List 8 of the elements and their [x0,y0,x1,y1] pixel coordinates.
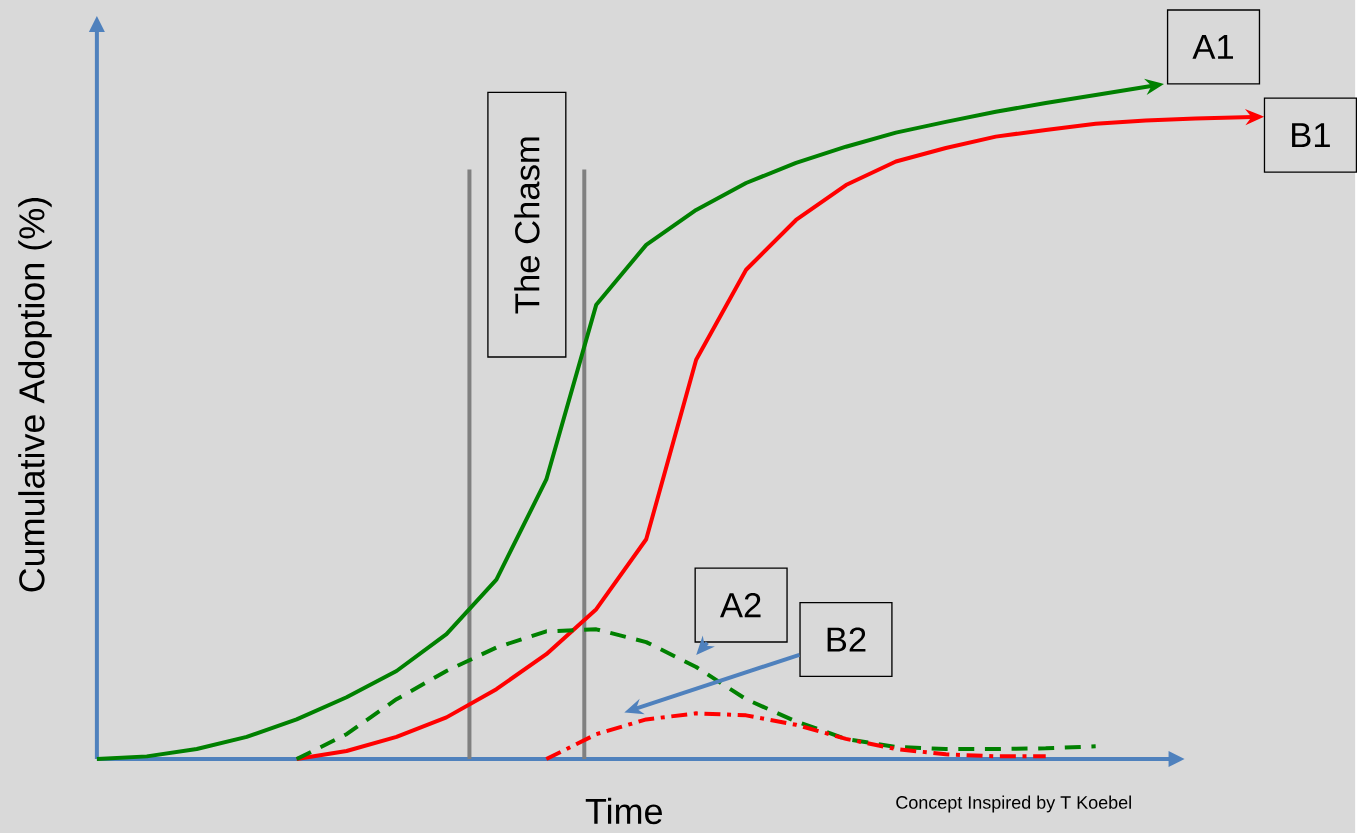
series-label: A1 [1192,35,1234,59]
series-label: B1 [1292,123,1330,148]
series-label: A2 [719,592,761,618]
annotation: The Chasm [514,137,540,314]
y-axis-title: Cumulative Adoption (%) [18,197,52,592]
text: B2 [827,627,866,652]
x-axis-title: Time [585,797,662,825]
text: Concept Inspired by T Koebel [896,795,1131,813]
